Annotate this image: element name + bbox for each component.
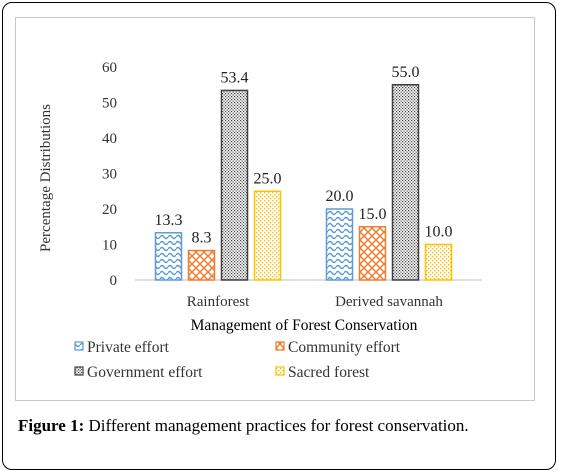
y-tick-label: 20 <box>102 202 117 218</box>
y-axis-title: Percentage Distributions <box>38 104 54 252</box>
legend-label: Private effort <box>87 339 170 356</box>
data-label: 55.0 <box>392 64 420 81</box>
y-tick-label: 40 <box>102 131 117 147</box>
y-tick-label: 50 <box>102 96 117 112</box>
bar-private-effort <box>325 208 354 281</box>
x-axis-title: Management of Forest Conservation <box>191 317 418 334</box>
y-tick-label: 30 <box>102 167 117 183</box>
axis-layer: 0 10 20 30 40 50 60 Rainforest Derived savannah <box>102 60 482 310</box>
bar-private-effort <box>154 232 183 281</box>
figure-caption: Figure 1: Different management practices… <box>18 416 548 436</box>
data-label: 25.0 <box>254 170 282 187</box>
legend-swatch <box>275 366 285 376</box>
bar-government-effort <box>391 84 420 281</box>
y-tick-label: 60 <box>102 60 117 76</box>
legend-swatch <box>74 366 84 376</box>
legend-label: Sacred forest <box>288 364 370 381</box>
data-label: 15.0 <box>359 206 387 223</box>
caption-label: Figure 1: <box>18 416 85 435</box>
data-label: 10.0 <box>425 224 453 241</box>
bar-community-effort <box>187 249 216 281</box>
bar-sacred-forest <box>253 190 282 281</box>
bar-community-effort <box>358 226 387 281</box>
legend-swatch <box>74 341 84 351</box>
bar-government-effort <box>220 89 249 281</box>
x-category-label: Derived savannah <box>335 294 443 310</box>
bar-layer: 13.3 20.0 8.3 15.0 53.4 55.0 25.0 10.0 <box>154 64 453 281</box>
data-label: 20.0 <box>326 188 354 205</box>
legend-label: Community effort <box>288 339 401 356</box>
caption-text: Different management practices for fores… <box>88 416 469 435</box>
x-category-label: Rainforest <box>187 294 250 310</box>
data-label: 8.3 <box>192 230 212 247</box>
y-tick-label: 10 <box>102 238 117 254</box>
y-tick-label: 0 <box>110 273 118 289</box>
legend: Private effort Community effort Government… <box>74 339 401 381</box>
legend-swatch <box>275 341 285 351</box>
data-label: 13.3 <box>155 212 183 229</box>
data-label: 53.4 <box>221 69 249 86</box>
bar-sacred-forest <box>424 243 453 281</box>
chart-area <box>15 17 535 401</box>
legend-label: Government effort <box>87 364 203 381</box>
